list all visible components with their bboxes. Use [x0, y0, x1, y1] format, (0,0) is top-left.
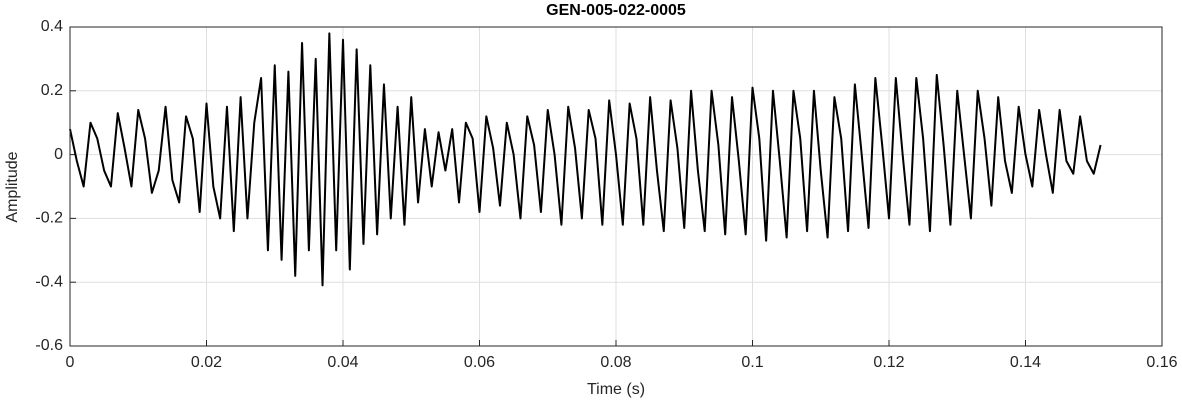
- chart-title: GEN-005-022-0005: [546, 2, 686, 19]
- x-tick-label: 0.14: [1010, 354, 1041, 371]
- x-tick-label: 0.02: [191, 354, 222, 371]
- x-tick-label: 0.1: [741, 354, 763, 371]
- y-axis-label: Amplitude: [4, 151, 21, 222]
- x-tick-label: 0: [66, 354, 75, 371]
- x-tick-label: 0.08: [600, 354, 631, 371]
- x-tick-label: 0.16: [1146, 354, 1177, 371]
- y-tick-label: -0.2: [35, 210, 63, 227]
- x-tick-label: 0.12: [873, 354, 904, 371]
- y-tick-label: -0.6: [35, 337, 63, 354]
- x-tick-label: 0.06: [464, 354, 495, 371]
- x-tick-label: 0.04: [327, 354, 358, 371]
- y-tick-label: 0.4: [41, 18, 63, 35]
- y-tick-label: 0.2: [41, 82, 63, 99]
- y-tick-label: -0.4: [35, 273, 63, 290]
- y-tick-label: 0: [54, 146, 63, 163]
- data-line: [69, 32, 1102, 287]
- axes-box: [69, 26, 1163, 347]
- x-axis-label: Time (s): [587, 381, 645, 398]
